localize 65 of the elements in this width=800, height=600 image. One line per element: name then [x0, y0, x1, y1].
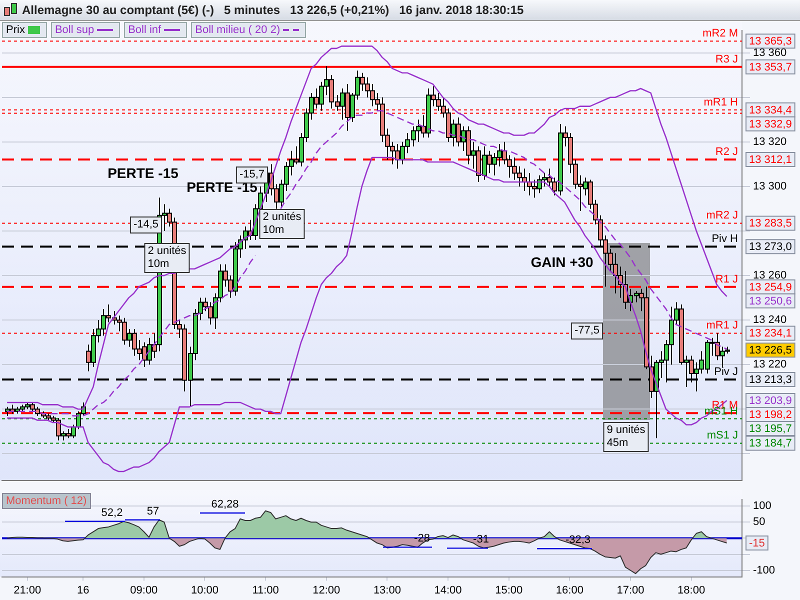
text: 13 198,2	[749, 408, 792, 421]
y-tick-label: 13 220	[753, 358, 787, 371]
ref-line-label: R1 J	[715, 273, 738, 286]
legend-label: Prix	[6, 23, 25, 37]
text: 13 213,3	[749, 374, 792, 386]
x-tick-label: 12:00	[312, 584, 340, 596]
annotation: 57	[146, 505, 160, 518]
legend-label: Boll milieu ( 20 2)	[195, 23, 280, 37]
ref-line-label: mS1 J	[706, 430, 738, 442]
text: 13 334,4	[749, 104, 792, 116]
annotation: 2 unités 10m	[262, 211, 302, 236]
y-tick-label: 13 360	[753, 46, 787, 59]
x-tick-label: 15:00	[495, 584, 523, 596]
text: 13 254,9	[749, 281, 792, 294]
ref-line-label: mR1 J	[706, 320, 738, 332]
ref-line-label: mR2 J	[706, 210, 738, 222]
text: 13 353,7	[749, 61, 792, 74]
annotation: 62,28	[211, 498, 239, 511]
annotation: 9 unités 45m	[606, 424, 646, 450]
x-tick-label: 17:00	[616, 584, 644, 596]
annotation: GAIN +30	[530, 254, 594, 270]
y-tick-label: 13 320	[753, 136, 787, 148]
x-tick-label: 11:00	[252, 584, 279, 596]
x-tick-label: 14:00	[434, 584, 462, 596]
text: 13 365,3	[749, 36, 792, 48]
text: 13 332,9	[749, 118, 792, 130]
y-tick-label: 50	[753, 516, 766, 528]
text: 13 226,5	[749, 344, 792, 357]
ref-line-label: Piv H	[712, 233, 738, 246]
annotation: 2 unités 10m	[148, 245, 187, 270]
annotation: -15,7	[239, 168, 265, 181]
y-tick-label: 13 240	[753, 314, 787, 326]
text: 13 312,1	[749, 154, 792, 166]
y-tick-label: -100	[753, 564, 776, 576]
legend-label: Boll sup	[54, 23, 94, 37]
x-tick-label: 10:00	[190, 584, 219, 596]
text: -15	[749, 538, 765, 550]
x-tick-label: 21:00	[14, 584, 42, 596]
ref-line-label: R3 J	[715, 53, 738, 66]
annotation: PERTE -15	[108, 164, 179, 181]
ref-line-label: mR2 M	[702, 28, 738, 40]
text: 13 250,6	[749, 295, 792, 308]
x-tick-label: 09:00	[130, 584, 158, 596]
ref-line-label: R2 J	[715, 146, 738, 158]
text: 13 273,0	[749, 241, 792, 254]
ref-line-label: Piv J	[714, 366, 738, 378]
text: 13 203,9	[749, 394, 792, 407]
text: 13 234,1	[749, 328, 792, 340]
y-tick-label: 13 260	[753, 270, 787, 282]
text: 13 184,7	[749, 438, 792, 450]
text: 13 195,7	[749, 422, 792, 435]
annotation: -14,5	[133, 218, 159, 231]
x-tick-label: 16:00	[556, 584, 584, 596]
y-tick-label: 100	[753, 500, 772, 512]
x-tick-label: 18:00	[678, 584, 706, 596]
legend-label: Boll inf	[128, 23, 162, 37]
text: 13 283,5	[749, 218, 792, 230]
annotation: 52,2	[101, 506, 123, 519]
x-tick-label: 16	[76, 584, 90, 596]
ref-line-label: mR1 H	[704, 96, 738, 108]
chart-title: Allemagne 30 au comptant (5€) (-) 5 minutes 13 226,5 (+0,21%) 16 janv. 2018 18:30:15	[22, 2, 524, 19]
annotation: -77,5	[574, 324, 600, 337]
chart-title: Momentum ( 12)	[2, 493, 91, 509]
y-tick-label: 13 300	[753, 180, 787, 193]
x-tick-label: 13:00	[373, 584, 401, 596]
